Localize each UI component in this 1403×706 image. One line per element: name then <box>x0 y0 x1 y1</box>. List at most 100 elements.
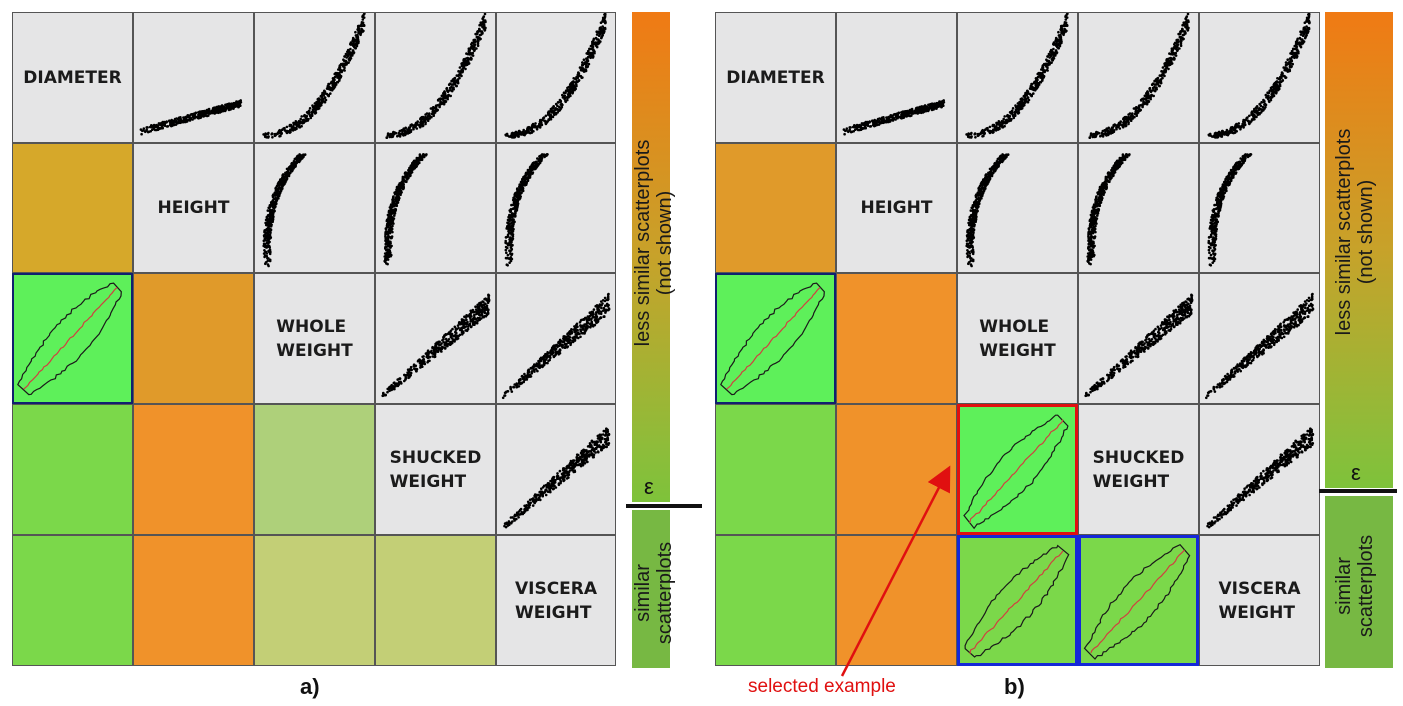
similarity-cell[interactable] <box>254 404 375 535</box>
similarity-cell[interactable] <box>12 535 133 666</box>
scatterplot-matrix-b: DIAMETER HEIGHT WHOLE WEIGHT SHUCKED WEIG… <box>715 12 1320 666</box>
scatterplot-cell[interactable] <box>133 12 254 143</box>
similarity-cell[interactable] <box>715 535 836 666</box>
legend-gradient-bottom <box>1325 496 1393 668</box>
scatter-glyph <box>1205 292 1315 400</box>
scatterplot-matrix-a: DIAMETER HEIGHT WHOLE WEIGHT SHUCKED WEIGH… <box>12 12 616 666</box>
selected-similarity-cell[interactable] <box>957 535 1078 666</box>
variable-label: VISCERA WEIGHT <box>514 578 598 623</box>
variable-label: HEIGHT <box>860 198 933 218</box>
legend-gradient-top <box>1325 12 1393 488</box>
scatterplot-cell[interactable] <box>957 143 1078 273</box>
caption-a: a) <box>300 674 320 699</box>
similarity-cell[interactable] <box>375 535 496 666</box>
variable-label: VISCERA WEIGHT <box>1218 578 1301 623</box>
scatter-glyph <box>503 427 611 529</box>
density-glyph <box>963 414 1069 530</box>
variable-label-cell: DIAMETER <box>715 12 836 143</box>
scatterplot-cell[interactable] <box>375 143 496 273</box>
scatter-glyph <box>965 13 1069 139</box>
variable-label-cell: SHUCKED WEIGHT <box>375 404 496 535</box>
scatter-glyph <box>842 99 946 136</box>
scatter-glyph <box>504 153 549 267</box>
legend-gradient-bottom <box>632 510 670 668</box>
similarity-cell[interactable] <box>12 143 133 273</box>
scatterplot-cell[interactable] <box>1199 273 1320 404</box>
selected-similarity-cell[interactable] <box>1078 535 1199 666</box>
similarity-legend-b: ε less similar scatterplots (not shown) … <box>1319 12 1403 672</box>
threshold-epsilon: ε <box>644 474 654 499</box>
similarity-cell[interactable] <box>133 273 254 404</box>
scatterplot-cell[interactable] <box>1199 143 1320 273</box>
scatter-glyph <box>1207 153 1253 267</box>
scatter-glyph <box>262 153 307 268</box>
variable-label: DIAMETER <box>726 67 825 88</box>
variable-label-cell: SHUCKED WEIGHT <box>1078 404 1199 535</box>
scatter-glyph <box>383 153 428 266</box>
selected-similarity-cell[interactable] <box>715 273 836 404</box>
variable-label-cell: VISCERA WEIGHT <box>496 535 616 666</box>
similarity-cell[interactable] <box>133 404 254 535</box>
scatter-glyph <box>139 99 243 136</box>
density-glyph <box>17 282 122 396</box>
variable-label-cell: WHOLE WEIGHT <box>957 273 1078 404</box>
similarity-cell[interactable] <box>715 404 836 535</box>
threshold-epsilon: ε <box>1351 460 1361 485</box>
scatterplot-cell[interactable] <box>1078 12 1199 143</box>
selected-similarity-cell[interactable] <box>957 404 1078 535</box>
scatterplot-cell[interactable] <box>1078 143 1199 273</box>
scatterplot-cell[interactable] <box>1199 12 1320 143</box>
similarity-cell[interactable] <box>254 535 375 666</box>
similarity-cell[interactable] <box>836 535 957 666</box>
scatterplot-cell[interactable] <box>254 12 375 143</box>
selected-similarity-cell[interactable] <box>12 273 133 404</box>
variable-label: SHUCKED WEIGHT <box>1092 447 1185 492</box>
scatter-glyph <box>501 292 611 400</box>
variable-label-cell: DIAMETER <box>12 12 133 143</box>
selected-example-label: selected example <box>748 676 896 697</box>
similarity-cell[interactable] <box>12 404 133 535</box>
threshold-line <box>626 504 702 508</box>
scatterplot-cell[interactable] <box>375 273 496 404</box>
scatterplot-cell[interactable] <box>496 404 616 535</box>
similarity-cell[interactable] <box>836 273 957 404</box>
variable-label-cell: WHOLE WEIGHT <box>254 273 375 404</box>
density-glyph <box>964 544 1070 658</box>
scatter-glyph <box>1207 13 1311 139</box>
scatterplot-cell[interactable] <box>1078 273 1199 404</box>
similarity-cell[interactable] <box>715 143 836 273</box>
variable-label-cell: HEIGHT <box>836 143 957 273</box>
scatterplot-cell[interactable] <box>496 12 616 143</box>
scatter-glyph <box>381 293 491 398</box>
variable-label: WHOLE WEIGHT <box>276 316 353 361</box>
scatterplot-cell[interactable] <box>496 273 616 404</box>
scatterplot-cell[interactable] <box>496 143 616 273</box>
variable-label: HEIGHT <box>157 198 230 218</box>
scatter-glyph <box>1086 153 1131 266</box>
variable-label: SHUCKED WEIGHT <box>389 447 482 492</box>
threshold-line <box>1319 489 1397 493</box>
variable-label: WHOLE WEIGHT <box>979 316 1056 361</box>
scatterplot-cell[interactable] <box>957 12 1078 143</box>
variable-label-cell: HEIGHT <box>133 143 254 273</box>
similarity-cell[interactable] <box>133 535 254 666</box>
scatterplot-cell[interactable] <box>1199 404 1320 535</box>
scatter-glyph <box>504 13 607 139</box>
scatterplot-cell[interactable] <box>836 12 957 143</box>
scatter-glyph <box>1084 293 1194 398</box>
caption-b: b) <box>1004 674 1025 699</box>
density-glyph <box>720 282 825 396</box>
similarity-legend-a: ε less similar scatterplots (not shown) … <box>626 12 710 672</box>
density-glyph <box>1083 543 1191 660</box>
variable-label-cell: VISCERA WEIGHT <box>1199 535 1320 666</box>
scatter-glyph <box>965 153 1010 268</box>
scatterplot-cell[interactable] <box>375 12 496 143</box>
scatter-glyph <box>262 13 366 139</box>
variable-label: DIAMETER <box>23 67 122 88</box>
scatterplot-cell[interactable] <box>254 143 375 273</box>
scatter-glyph <box>385 13 487 139</box>
legend-gradient-top <box>632 12 670 502</box>
scatter-glyph <box>1206 427 1315 529</box>
scatter-glyph <box>1088 13 1190 139</box>
